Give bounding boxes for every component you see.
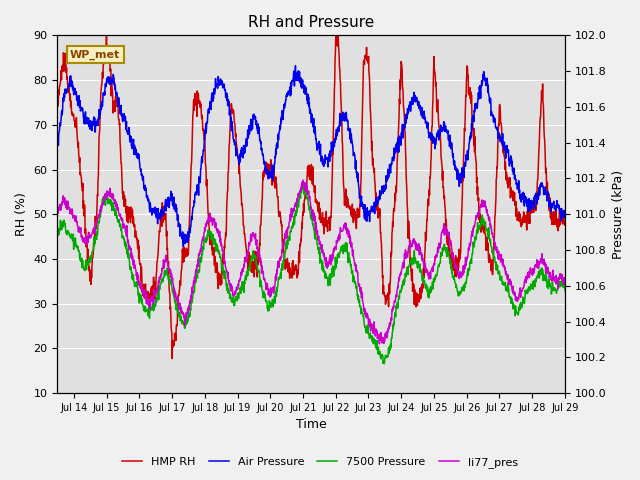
7500 Pressure [280, 258, 287, 264]
HMP RH [113, 96, 121, 102]
7500 Pressure [93, 237, 100, 242]
HMP RH [561, 218, 569, 224]
X-axis label: Time: Time [296, 419, 326, 432]
HMP RH [280, 247, 287, 252]
li77_pres [561, 282, 569, 288]
Line: Air Pressure: Air Pressure [58, 66, 565, 247]
Line: HMP RH: HMP RH [58, 30, 565, 359]
li77_pres [343, 225, 351, 230]
HMP RH [54, 92, 61, 98]
li77_pres [376, 341, 383, 347]
Title: RH and Pressure: RH and Pressure [248, 15, 374, 30]
Y-axis label: Pressure (kPa): Pressure (kPa) [612, 169, 625, 259]
Air Pressure [280, 109, 287, 115]
7500 Pressure [300, 181, 307, 187]
7500 Pressure [343, 248, 351, 253]
li77_pres [113, 205, 121, 211]
HMP RH [93, 214, 100, 220]
Air Pressure [54, 133, 61, 139]
7500 Pressure [54, 228, 61, 234]
li77_pres [289, 212, 296, 217]
7500 Pressure [269, 299, 276, 304]
HMP RH [168, 356, 176, 361]
Text: WP_met: WP_met [70, 49, 120, 60]
7500 Pressure [561, 288, 569, 294]
li77_pres [54, 213, 61, 219]
Air Pressure [113, 94, 121, 100]
Air Pressure [561, 213, 569, 218]
li77_pres [280, 240, 287, 246]
Legend: HMP RH, Air Pressure, 7500 Pressure, li77_pres: HMP RH, Air Pressure, 7500 Pressure, li7… [118, 452, 522, 472]
Air Pressure [269, 163, 277, 168]
Air Pressure [292, 63, 300, 69]
7500 Pressure [113, 215, 121, 221]
Air Pressure [93, 120, 100, 126]
7500 Pressure [289, 224, 296, 230]
HMP RH [289, 270, 296, 276]
li77_pres [93, 222, 100, 228]
Y-axis label: RH (%): RH (%) [15, 192, 28, 236]
li77_pres [269, 288, 276, 293]
Line: li77_pres: li77_pres [58, 180, 565, 344]
HMP RH [343, 194, 351, 200]
Air Pressure [180, 244, 188, 250]
Line: 7500 Pressure: 7500 Pressure [58, 184, 565, 364]
Air Pressure [289, 79, 296, 84]
Air Pressure [343, 117, 351, 123]
HMP RH [269, 179, 277, 184]
li77_pres [300, 177, 307, 183]
7500 Pressure [380, 361, 388, 367]
HMP RH [334, 27, 342, 33]
